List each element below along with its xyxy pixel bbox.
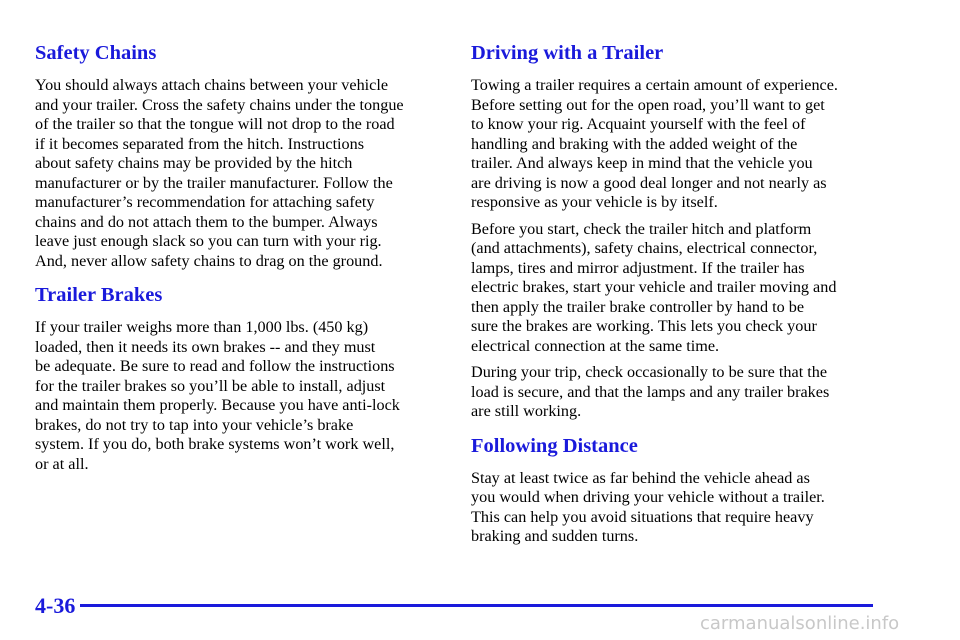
section: Driving with a Trailer Towing a trailer r… (471, 41, 911, 422)
text-line: are still working. (471, 402, 582, 420)
paragraph: Stay at least twice as far behind the ve… (471, 469, 911, 547)
text-line: handling and braking with the added weig… (471, 134, 798, 153)
text-line: if it becomes separated from the hitch. … (35, 134, 365, 153)
section-heading: Following Distance (471, 434, 638, 457)
section: Trailer Brakes If your trailer weighs mor… (35, 283, 455, 474)
text-line: loaded, then it needs its own brakes -- … (35, 337, 376, 356)
footer-rule (80, 604, 873, 607)
text-line: sure the brakes are working. This lets y… (471, 317, 817, 335)
text-line: Stay at least twice as far behind the ve… (471, 468, 810, 487)
text-line: and your trailer. Cross the safety chain… (35, 95, 404, 114)
text-line: system. If you do, both brake systems wo… (35, 435, 395, 453)
text-line: trailer. And always keep in mind that th… (471, 154, 813, 172)
text-line: to know your rig. Acquaint yourself with… (471, 115, 806, 133)
text-line: of the trailer so that the tongue will n… (35, 115, 395, 133)
text-line: Before setting out for the open road, yo… (471, 95, 825, 114)
text-line: manufacturer’s recommendation for attach… (35, 193, 375, 211)
text-line: or at all. (35, 454, 89, 473)
text-line: This can help you avoid situations that … (471, 507, 814, 526)
text-line: responsive as your vehicle is by itself. (471, 193, 718, 211)
text-line: be adequate. Be sure to read and follow … (35, 357, 395, 375)
section: Following Distance Stay at least twice as… (471, 434, 911, 547)
text-line: about safety chains may be provided by t… (35, 154, 353, 172)
text-line: electric brakes, start your vehicle and … (471, 278, 837, 296)
text-line: load is secure, and that the lamps and a… (471, 382, 830, 401)
right-column: Driving with a Trailer Towing a trailer r… (471, 41, 911, 554)
text-line: then apply the trailer brake controller … (471, 297, 805, 316)
page-number: 4-36 (35, 593, 76, 618)
section: Safety Chains You should always attach ch… (35, 41, 455, 271)
text-line: chains and do not attach them to the bum… (35, 212, 378, 231)
text-line: You should always attach chains between … (35, 76, 389, 94)
text-line: braking and sudden turns. (471, 527, 639, 545)
text-line: If your trailer weighs more than 1,000 l… (35, 318, 369, 336)
text-line: electrical connection at the same time. (471, 336, 720, 355)
text-line: leave just enough slack so you can turn … (35, 232, 382, 250)
text-line: manufacturer or by the trailer manufactu… (35, 173, 393, 192)
text-line: and maintain them properly. Because you … (35, 396, 400, 414)
section-heading: Trailer Brakes (35, 284, 163, 306)
text-line: for the trailer brakes so you’ll be able… (35, 376, 386, 395)
text-line: During your trip, check occasionally to … (471, 363, 828, 381)
paragraph: Towing a trailer requires a certain amou… (471, 76, 911, 213)
text-line: And, never allow safety chains to drag o… (35, 251, 383, 270)
paragraph: During your trip, check occasionally to … (471, 363, 911, 422)
text-line: Towing a trailer requires a certain amou… (471, 76, 838, 94)
paragraph: Before you start, check the trailer hitc… (471, 220, 911, 357)
section-heading: Driving with a Trailer (471, 42, 664, 64)
paragraph: If your trailer weighs more than 1,000 l… (35, 318, 455, 474)
paragraph: You should always attach chains between … (35, 76, 455, 271)
text-line: (and attachments), safety chains, electr… (471, 239, 818, 257)
text-line: are driving is now a good deal longer an… (471, 173, 827, 192)
text-line: brakes, do not try to tap into your vehi… (35, 415, 354, 434)
text-line: lamps, tires and mirror adjustment. If t… (471, 258, 805, 277)
text-line: you would when driving your vehicle with… (471, 488, 825, 506)
left-column: Safety Chains You should always attach ch… (35, 41, 455, 481)
section-heading: Safety Chains (35, 42, 157, 64)
watermark: carmanualsonline.info (700, 613, 900, 634)
text-line: Before you start, check the trailer hitc… (471, 219, 812, 238)
